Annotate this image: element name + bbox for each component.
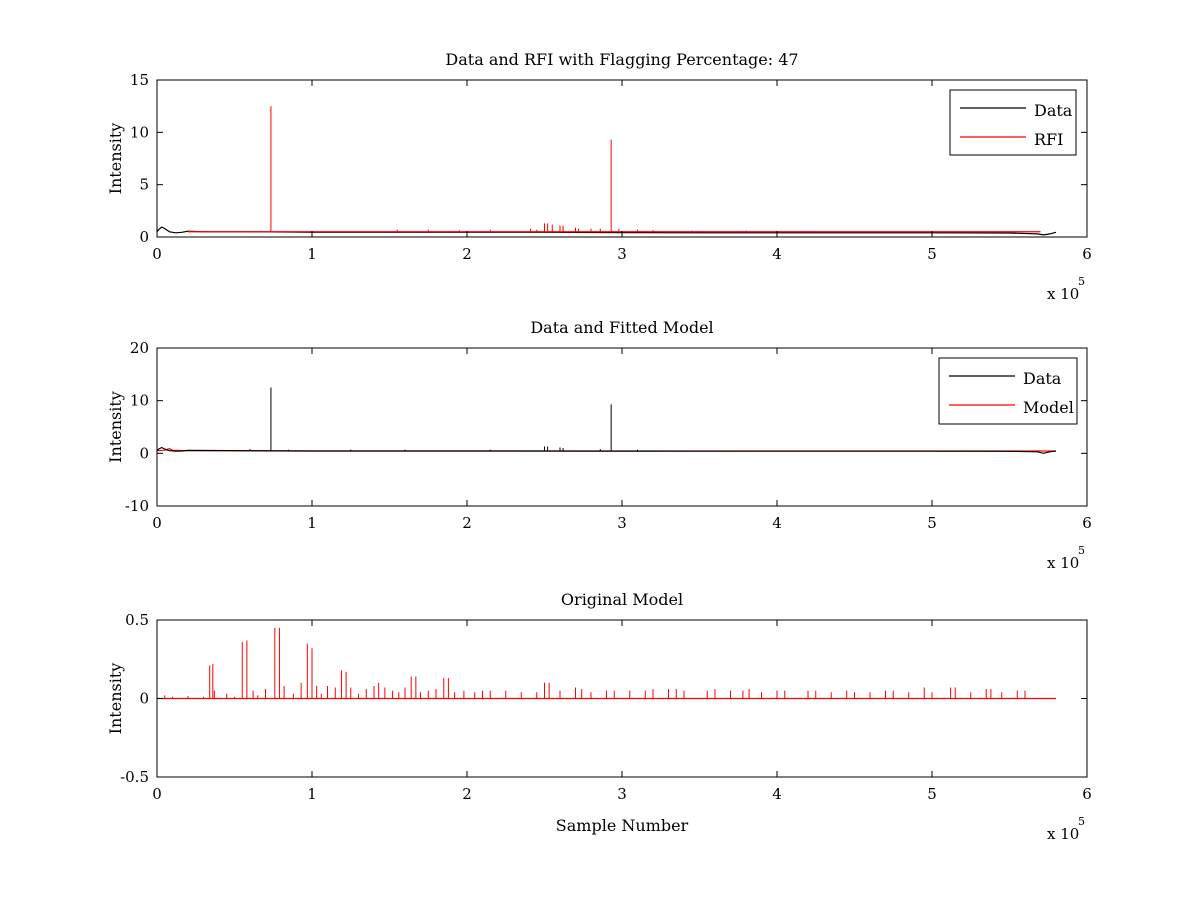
- chart-title: Data and RFI with Flagging Percentage: 4…: [445, 50, 798, 69]
- y-axis-label: Intensity: [106, 123, 125, 195]
- x-tick-label: 5: [927, 785, 937, 803]
- x-tick-label: 1: [307, 245, 317, 263]
- x-tick-label: 6: [1082, 245, 1092, 263]
- y-axis-label: Intensity: [106, 391, 125, 463]
- x-tick-label: 6: [1082, 785, 1092, 803]
- legend-label-rfi: RFI: [1034, 130, 1063, 149]
- x-tick-label: 5: [927, 245, 937, 263]
- legend-label-data: Data: [1034, 101, 1073, 120]
- x-tick-label: 0: [152, 514, 162, 532]
- y-tick-label: 15: [130, 71, 149, 89]
- x-tick-label: 3: [617, 785, 627, 803]
- y-tick-label: -10: [125, 497, 149, 515]
- plot-content: [157, 627, 1056, 700]
- x-axis-label: Sample Number: [556, 816, 689, 835]
- legend-box: [949, 89, 1077, 156]
- x-multiplier-base: x 10: [1047, 825, 1079, 843]
- x-tick-label: 1: [307, 514, 317, 532]
- x-tick-label: 4: [772, 514, 782, 532]
- x-tick-label: 0: [152, 785, 162, 803]
- plot-area: [156, 79, 1088, 238]
- chart-title: Original Model: [561, 590, 683, 609]
- y-tick-label: -0.5: [120, 768, 149, 786]
- legend-label-model: Model: [1023, 398, 1074, 417]
- y-tick-label: 0: [139, 690, 149, 708]
- x-multiplier-exponent: 5: [1078, 275, 1085, 288]
- plot-area: [156, 347, 1088, 507]
- plot-content: [157, 106, 1057, 236]
- legend-label-data: Data: [1023, 369, 1062, 388]
- y-tick-label: 10: [130, 392, 149, 410]
- x-multiplier-exponent: 5: [1078, 815, 1085, 828]
- x-multiplier-exponent: 5: [1078, 544, 1085, 557]
- x-tick-label: 2: [462, 245, 472, 263]
- x-tick-label: 2: [462, 785, 472, 803]
- x-tick-label: 2: [462, 514, 472, 532]
- x-tick-label: 6: [1082, 514, 1092, 532]
- y-tick-label: 5: [139, 176, 149, 194]
- x-multiplier-base: x 10: [1047, 554, 1079, 572]
- y-tick-label: 0: [139, 228, 149, 246]
- y-tick-label: 10: [130, 123, 149, 141]
- chart-title: Data and Fitted Model: [530, 318, 713, 337]
- x-tick-label: 0: [152, 245, 162, 263]
- legend-box: [938, 357, 1078, 425]
- x-multiplier-base: x 10: [1047, 285, 1079, 303]
- x-tick-label: 3: [617, 245, 627, 263]
- x-tick-label: 1: [307, 785, 317, 803]
- plot-content: [157, 387, 1057, 454]
- x-tick-label: 4: [772, 785, 782, 803]
- x-tick-label: 5: [927, 514, 937, 532]
- x-tick-label: 4: [772, 245, 782, 263]
- y-axis-label: Intensity: [106, 663, 125, 735]
- legend: Data RFI: [949, 89, 1077, 156]
- legend: Data Model: [938, 357, 1078, 425]
- y-tick-label: 20: [130, 339, 149, 357]
- y-tick-label: 0.5: [125, 611, 149, 629]
- series-data-2-line: [157, 446, 1057, 454]
- x-tick-label: 3: [617, 514, 627, 532]
- y-tick-label: 0: [139, 444, 149, 462]
